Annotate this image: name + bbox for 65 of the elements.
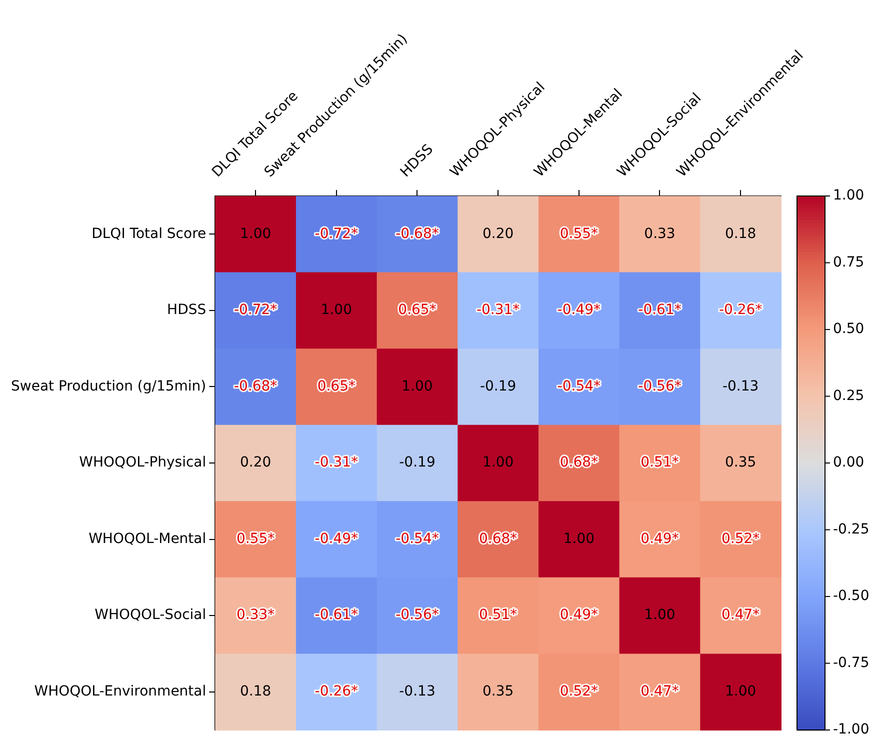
data-label: 0.20 bbox=[240, 454, 272, 471]
data-label: -0.13 bbox=[722, 378, 759, 394]
data-label: 0.55* bbox=[560, 226, 598, 242]
color-bar-label: 0.00 bbox=[833, 454, 864, 471]
data-label: 0.20 bbox=[482, 226, 514, 242]
data-label: 1.00 bbox=[240, 226, 272, 242]
data-label: 0.18 bbox=[724, 226, 756, 242]
data-label: 0.47* bbox=[721, 607, 760, 624]
y-tick-label: WHOQOL-Mental bbox=[88, 530, 206, 547]
y-tick-label: WHOQOL-Physical bbox=[79, 454, 206, 471]
data-label: -0.13 bbox=[399, 684, 436, 700]
y-tick-label: Sweat Production (g/15min) bbox=[10, 378, 206, 394]
data-label: -0.31* bbox=[314, 454, 358, 471]
data-label: 0.35 bbox=[482, 684, 514, 700]
data-label: 0.33 bbox=[644, 226, 676, 242]
data-label: 0.65* bbox=[317, 378, 356, 394]
data-label: -0.19 bbox=[399, 454, 436, 471]
data-label: 1.00 bbox=[402, 378, 433, 394]
color-bar-label: 0.25 bbox=[833, 388, 864, 404]
data-label: -0.56* bbox=[396, 607, 439, 624]
data-label: 0.65* bbox=[398, 302, 436, 318]
y-tick-label: WHOQOL-Social bbox=[94, 607, 206, 624]
data-label: 0.51* bbox=[640, 454, 679, 471]
data-label: -0.54* bbox=[396, 530, 439, 547]
data-label: -0.19 bbox=[480, 378, 516, 394]
data-label: -0.68* bbox=[234, 378, 278, 394]
data-label: 0.49* bbox=[560, 607, 598, 624]
data-label: -0.68* bbox=[396, 226, 439, 242]
data-label: 1.00 bbox=[320, 302, 352, 318]
color-bar-label: -0.50 bbox=[833, 588, 870, 604]
data-label: -0.61* bbox=[638, 302, 682, 318]
data-label: -0.26* bbox=[314, 684, 358, 700]
data-label: 0.47* bbox=[640, 684, 679, 700]
data-label: -0.49* bbox=[314, 530, 358, 547]
color-bar-label: -0.25 bbox=[833, 521, 870, 538]
data-label: 1.00 bbox=[724, 684, 756, 700]
data-label: 1.00 bbox=[563, 530, 594, 547]
data-label: -0.31* bbox=[476, 302, 520, 318]
data-label: -0.72* bbox=[314, 226, 358, 242]
data-label: -0.56* bbox=[638, 378, 682, 394]
data-label: 0.51* bbox=[478, 607, 518, 624]
data-label: 0.35 bbox=[724, 454, 756, 471]
data-label: -0.26* bbox=[718, 302, 762, 318]
y-tick-label: HDSS bbox=[167, 302, 206, 318]
data-label: 0.49* bbox=[640, 530, 679, 547]
data-label: -0.72* bbox=[234, 302, 278, 318]
data-label: 1.00 bbox=[644, 607, 676, 624]
y-tick-label: WHOQOL-Environmental bbox=[34, 684, 206, 700]
data-label: 0.52* bbox=[560, 684, 598, 700]
data-label: 0.18 bbox=[240, 684, 272, 700]
data-label: -0.54* bbox=[557, 378, 601, 394]
data-label: -0.49* bbox=[557, 302, 601, 318]
color-bar-label: -1.00 bbox=[833, 722, 870, 738]
data-label: 0.33* bbox=[236, 607, 275, 624]
data-label: 0.55* bbox=[236, 530, 275, 547]
data-label: -0.61* bbox=[314, 607, 358, 624]
color-bar-label: 0.50 bbox=[833, 321, 864, 338]
data-label: 0.68* bbox=[478, 530, 518, 547]
color-bar-label: -0.75 bbox=[833, 654, 870, 671]
data-label: 1.00 bbox=[482, 454, 514, 471]
y-tick-label: DLQI Total Score bbox=[92, 226, 206, 242]
color-bar-label: 0.75 bbox=[833, 254, 864, 270]
color-bar-label: 1.00 bbox=[833, 188, 864, 204]
data-label: 0.68* bbox=[560, 454, 598, 471]
data-label: 0.52* bbox=[721, 530, 760, 547]
